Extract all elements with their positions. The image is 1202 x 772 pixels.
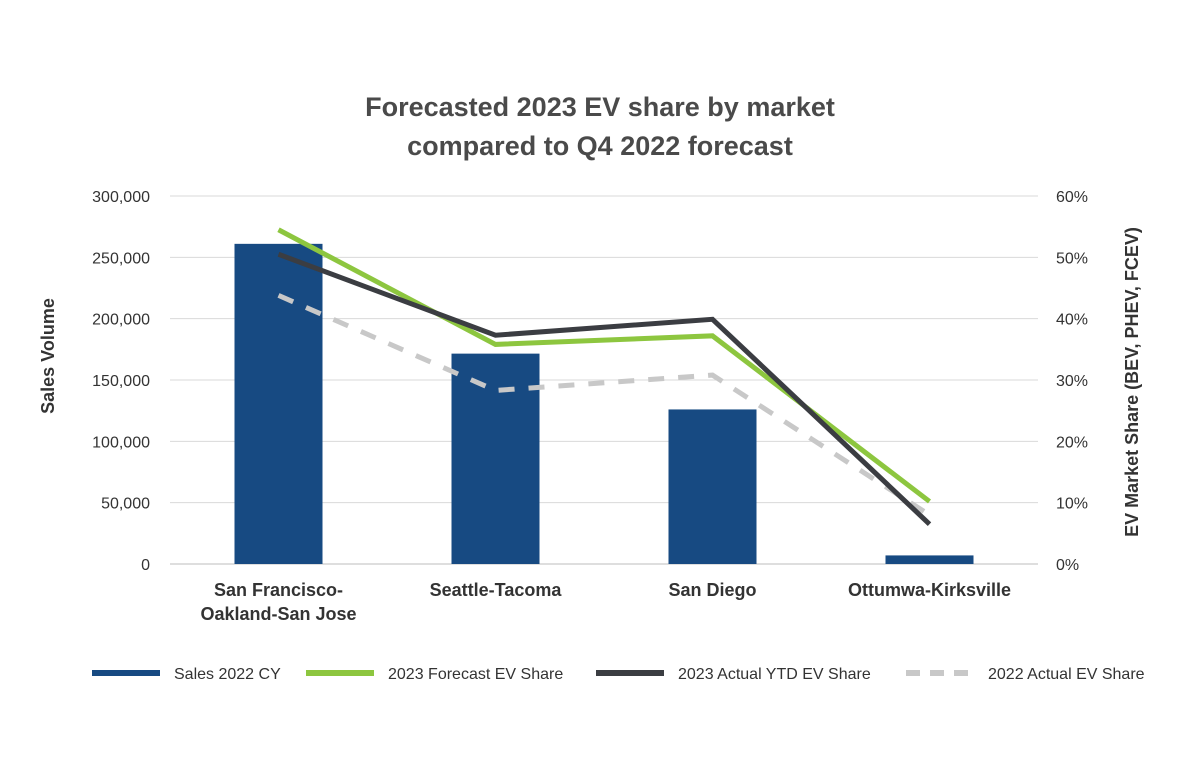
right-axis: 0% 10% 20% 30% 40% 50% 60% — [1056, 189, 1088, 574]
line-2022-actual-ev-share — [277, 293, 931, 518]
left-axis: 0 50,000 100,000 150,000 200,000 250,000 300,0… — [92, 189, 150, 574]
bar-sales-2022 — [234, 243, 323, 564]
chart-title-line-1: Forecasted 2023 EV share by market — [365, 92, 835, 122]
right-tick-label: 20% — [1056, 434, 1088, 451]
category-label: Ottumwa-Kirksville — [848, 580, 1011, 600]
right-tick-label: 40% — [1056, 312, 1088, 329]
left-tick-label: 300,000 — [92, 189, 150, 206]
bar-series — [234, 243, 974, 564]
right-tick-label: 0% — [1056, 557, 1079, 574]
left-tick-label: 200,000 — [92, 312, 150, 329]
bar-sales-2022 — [668, 409, 757, 564]
right-axis-title: EV Market Share (BEV, PHEV, FCEV) — [1122, 227, 1142, 537]
chart-title: Forecasted 2023 EV share by market compa… — [365, 92, 835, 161]
left-tick-label: 150,000 — [92, 373, 150, 390]
legend-label: Sales 2022 CY — [174, 666, 281, 683]
right-tick-label: 60% — [1056, 189, 1088, 206]
line-2023-actual-ytd-ev-share — [277, 251, 932, 526]
legend-label: 2023 Forecast EV Share — [388, 666, 563, 683]
right-tick-label: 10% — [1056, 496, 1088, 513]
left-tick-label: 100,000 — [92, 434, 150, 451]
bar-sales-2022 — [885, 555, 974, 564]
category-labels: San Francisco- Oakland-San Jose Seattle-Ta… — [200, 580, 1011, 624]
category-label: San Diego — [668, 580, 756, 600]
bar-sales-2022 — [451, 353, 540, 564]
left-tick-label: 50,000 — [101, 496, 150, 513]
right-tick-label: 30% — [1056, 373, 1088, 390]
line-2023-forecast-ev-share — [277, 227, 932, 504]
left-tick-label: 0 — [141, 557, 150, 574]
category-label: Seattle-Tacoma — [430, 580, 563, 600]
line-series — [277, 227, 932, 526]
legend-label: 2023 Actual YTD EV Share — [678, 666, 871, 683]
legend-label: 2022 Actual EV Share — [988, 666, 1145, 683]
chart-title-line-2: compared to Q4 2022 forecast — [407, 131, 793, 161]
category-label: Oakland-San Jose — [200, 604, 356, 624]
legend: Sales 2022 CY 2023 Forecast EV Share 2023 … — [92, 666, 1145, 683]
left-axis-title: Sales Volume — [38, 298, 58, 414]
right-tick-label: 50% — [1056, 250, 1088, 267]
left-tick-label: 250,000 — [92, 250, 150, 267]
category-label: San Francisco- — [214, 580, 343, 600]
